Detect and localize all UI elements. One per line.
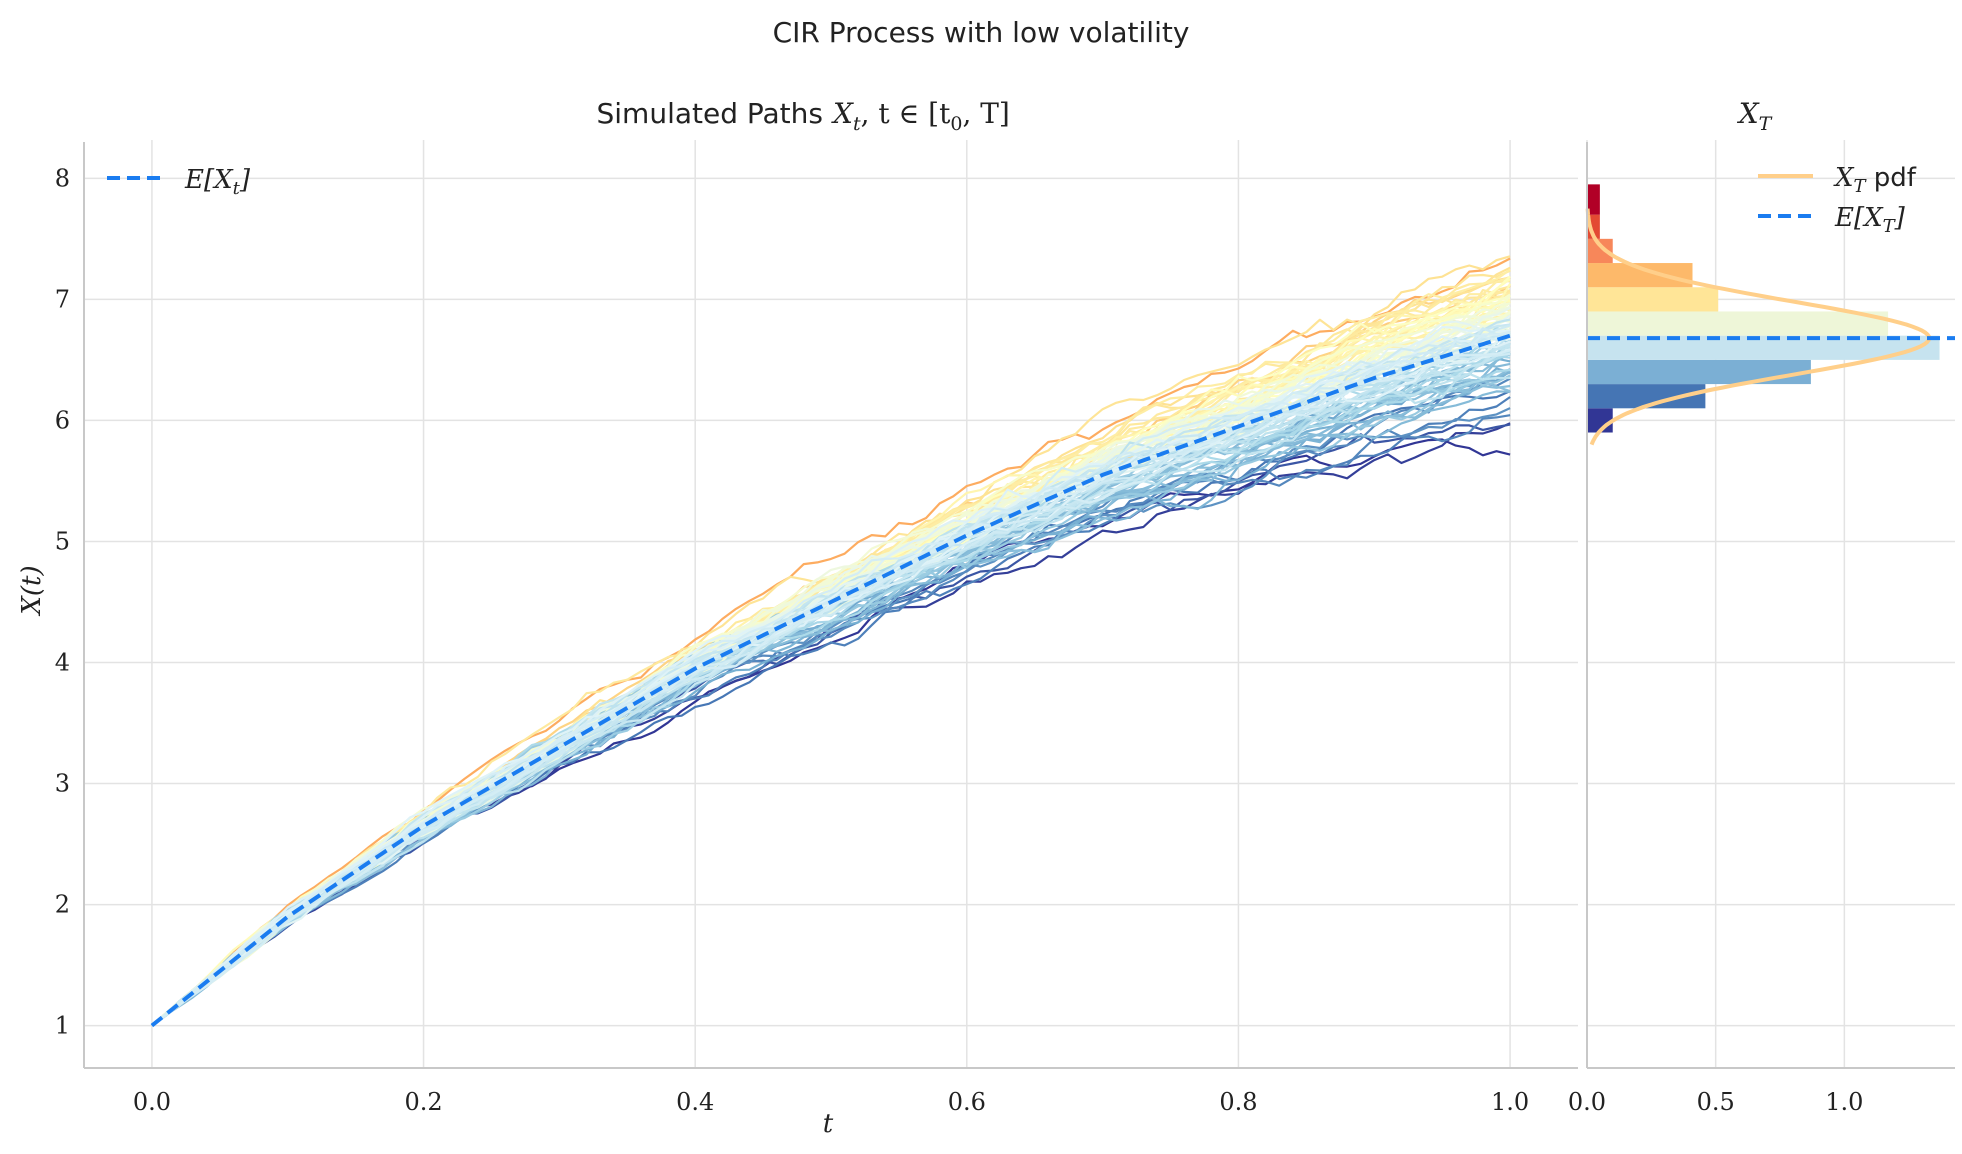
simulated-path — [151, 369, 1511, 1027]
simulated-path — [151, 352, 1511, 1027]
main-legend-label: E[Xt] — [184, 165, 251, 199]
simulated-path — [151, 357, 1511, 1027]
figure-suptitle: CIR Process with low volatility — [773, 16, 1190, 49]
hist-legend: XT pdf E[XT] — [1758, 163, 1917, 237]
main-x-tick-label: 1.0 — [1491, 1088, 1529, 1116]
main-y-tick-label: 2 — [55, 891, 70, 919]
main-legend: E[Xt] — [107, 165, 251, 199]
main-y-tick-label: 6 — [55, 406, 70, 434]
simulated-path — [151, 438, 1511, 1027]
main-paths-panel: 0.0 0.2 0.4 0.6 0.8 1.0 1 2 3 4 5 6 7 8 Simulated Pa… — [17, 97, 1578, 1139]
hist-legend-mean-label: E[XT] — [1834, 203, 1906, 237]
simulated-path — [151, 351, 1511, 1027]
simulated-path — [151, 390, 1511, 1027]
simulated-path — [151, 338, 1511, 1027]
main-y-tick-label: 7 — [55, 285, 70, 313]
simulated-path — [151, 323, 1511, 1027]
simulated-path — [151, 390, 1511, 1027]
main-y-tick-label: 3 — [55, 770, 70, 798]
simulated-path — [151, 367, 1511, 1027]
main-y-tick-labels: 1 2 3 4 5 6 7 8 — [55, 164, 70, 1039]
simulated-path — [151, 423, 1511, 1027]
hist-bar — [1587, 184, 1600, 215]
simulated-path — [151, 337, 1511, 1027]
simulated-path — [151, 407, 1511, 1027]
hist-x-tick-label: 1.0 — [1825, 1088, 1863, 1116]
hist-x-tick-labels: 0.0 0.5 1.0 — [1568, 1088, 1864, 1116]
main-x-tick-label: 0.4 — [676, 1088, 714, 1116]
main-x-tick-labels: 0.0 0.2 0.4 0.6 0.8 1.0 — [133, 1088, 1529, 1116]
main-x-tick-label: 0.2 — [404, 1088, 442, 1116]
simulated-path — [151, 377, 1511, 1027]
simulated-path — [151, 396, 1511, 1027]
main-y-tick-label: 5 — [55, 527, 70, 555]
hist-bar — [1587, 359, 1811, 385]
hist-bar — [1587, 287, 1719, 312]
main-x-axis-label: t — [823, 1109, 834, 1139]
hist-legend-pdf-label: XT pdf — [1833, 163, 1917, 197]
main-x-tick-label: 0.0 — [133, 1088, 171, 1116]
simulated-path — [151, 326, 1511, 1027]
simulated-path — [151, 384, 1511, 1027]
simulated-path — [151, 368, 1511, 1027]
terminal-pdf-curve — [1585, 208, 1932, 446]
hist-x-tick-label: 0.5 — [1697, 1088, 1735, 1116]
simulated-path — [151, 333, 1511, 1027]
hist-bar — [1587, 311, 1889, 336]
simulated-path — [151, 332, 1511, 1027]
simulated-path — [151, 368, 1511, 1027]
simulated-path — [151, 414, 1511, 1027]
hist-x-tick-label: 0.0 — [1568, 1088, 1606, 1116]
main-y-tick-label: 1 — [55, 1012, 70, 1040]
main-x-tick-label: 0.6 — [948, 1088, 986, 1116]
hist-bar — [1587, 335, 1940, 360]
simulated-path — [151, 422, 1511, 1027]
simulated-path — [151, 351, 1511, 1027]
main-y-axis-label: X(t) — [17, 565, 47, 616]
simulated-path — [151, 352, 1511, 1027]
hist-title: XT — [1737, 97, 1773, 135]
expected-value-line — [150, 333, 1511, 1028]
simulated-path — [151, 362, 1511, 1027]
main-y-tick-label: 4 — [55, 648, 70, 676]
main-title-prefix: Simulated Paths — [597, 97, 824, 130]
simulated-path — [151, 350, 1511, 1027]
terminal-histogram-panel: 0.0 0.5 1.0 XT XT pdf E[XT] — [1568, 97, 1955, 1116]
main-title-math: Xt, t ∈ [t0, T] — [831, 97, 1010, 135]
main-x-tick-label: 0.8 — [1219, 1088, 1257, 1116]
simulated-path — [151, 257, 1511, 1027]
simulated-paths — [151, 255, 1512, 1027]
main-y-tick-label: 8 — [55, 164, 70, 192]
